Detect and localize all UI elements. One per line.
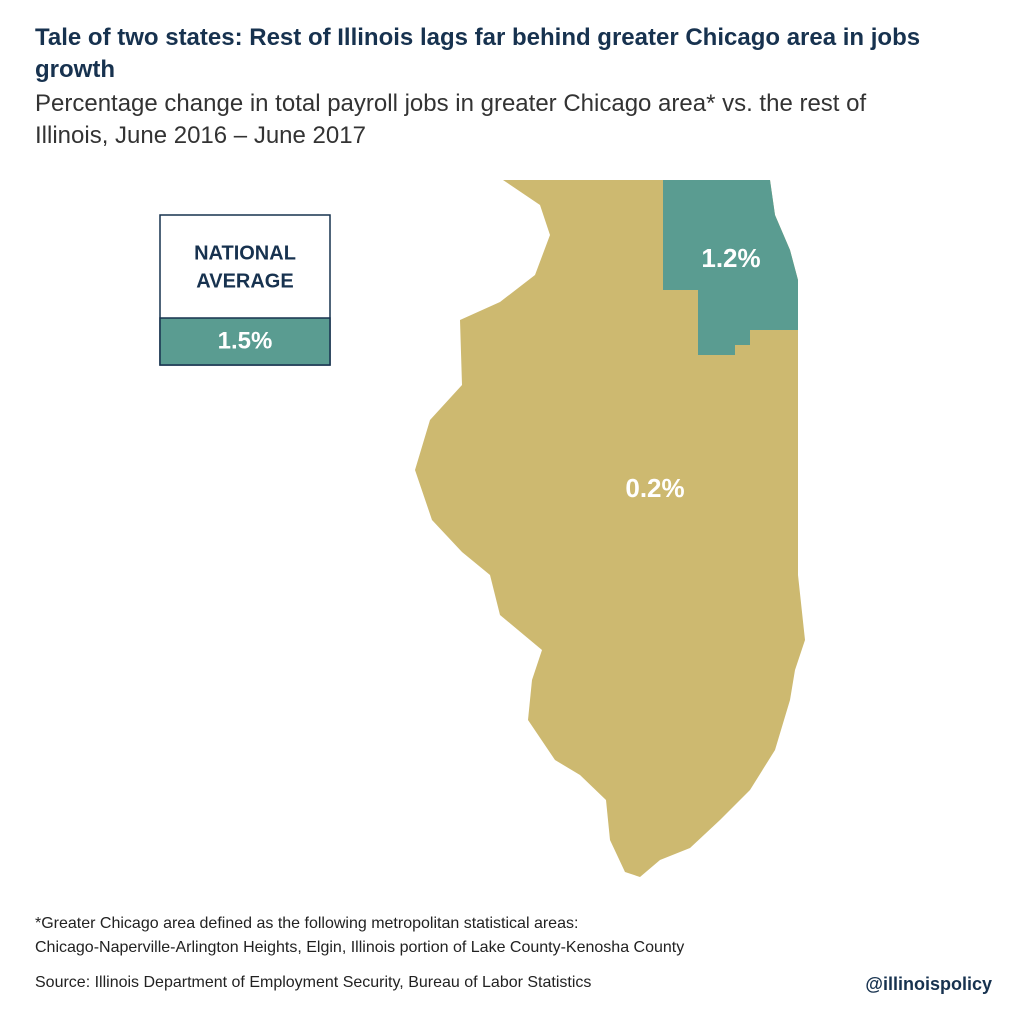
footnote-line: *Greater Chicago area defined as the fol… — [35, 915, 579, 932]
handle: @illinoispolicy — [865, 974, 992, 994]
subtitle: Percentage change in total payroll jobs … — [35, 90, 867, 149]
title: Tale of two states: Rest of Illinois lag… — [35, 24, 921, 83]
greater-chicago-area — [663, 180, 798, 355]
national-average-label: NATIONAL — [194, 242, 296, 264]
national-average-label: AVERAGE — [196, 270, 293, 292]
region-label: 1.2% — [701, 243, 760, 273]
region-label: 0.2% — [625, 473, 684, 503]
footnote-line: Chicago-Naperville-Arlington Heights, El… — [35, 939, 685, 956]
national-average-value-box — [159, 317, 331, 366]
footnote: *Greater Chicago area defined as the fol… — [35, 912, 684, 960]
source: Source: Illinois Department of Employmen… — [35, 974, 592, 991]
national-average-value: 1.5% — [218, 327, 273, 354]
